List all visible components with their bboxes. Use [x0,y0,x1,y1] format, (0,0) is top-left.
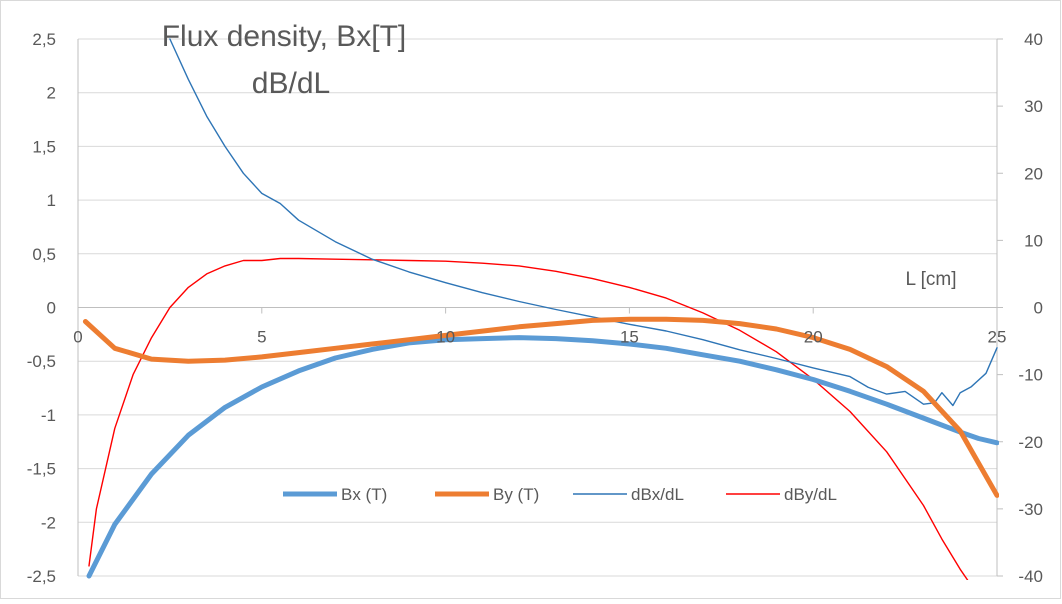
y-left-tick-label: -1,5 [27,460,56,479]
y-left-tick-label: -2,5 [27,567,56,586]
series-line-dby-dl [88,257,969,580]
x-tick-label: 25 [988,328,1007,347]
y-left-tick-label: 1,5 [32,137,56,156]
y-left-tick-label: -1 [41,406,56,425]
y-left-tick-label: 2 [47,84,56,103]
y-left-tick-label: -0,5 [27,352,56,371]
chart-title: Flux density, Bx[T] dB/dL [162,20,407,100]
y-left-tick-label: 1 [47,191,56,210]
legend-label-dby-dl: dBy/dL [784,485,837,504]
chart-title-line-2: dB/dL [252,67,330,100]
legend-label-dbx-dl: dBx/dL [631,485,684,504]
y-right-tick-label: 0 [1034,299,1043,318]
y-right-tick-label: -30 [1018,500,1043,519]
y-left-tick-label: -2 [41,513,56,532]
series-line-dbx-dl [169,38,998,407]
y-right-tick-label: -10 [1018,366,1043,385]
y-right-tick-label: 30 [1024,97,1043,116]
legend-label-bx-t: Bx (T) [341,485,387,504]
legend-label-by-t: By (T) [493,485,539,504]
y-left-tick-label: 0,5 [32,245,56,264]
legend: Bx (T) By (T) dBx/dL dBy/dL [283,485,837,504]
series-line-by-t [82,316,999,498]
axes [77,38,1003,577]
y-right-tick-label: 20 [1024,164,1043,183]
y-left-tick-label: 0 [47,299,56,318]
x-tick-label: 10 [436,328,455,347]
tick-labels: 2,5 2 1,5 1 0,5 0 -0,5 -1 -1,5 -2 -2,5 40 30 20 10 0 -10… [27,30,1043,586]
x-tick-label: 15 [620,328,639,347]
y-right-tick-label: -20 [1018,433,1043,452]
y-right-tick-label: -40 [1018,567,1043,586]
series-lines [82,38,999,580]
x-tick-label: 0 [73,328,82,347]
y-right-tick-label: 10 [1024,231,1043,250]
x-tick-label: 5 [257,328,266,347]
y-left-tick-label: 2,5 [32,30,56,49]
series-line-bx-t [86,335,999,579]
x-axis-title: L [cm] [905,269,956,290]
chart-title-line-1: Flux density, Bx[T] [162,20,407,53]
y-right-tick-label: 40 [1024,30,1043,49]
x-tick-label: 20 [804,328,823,347]
